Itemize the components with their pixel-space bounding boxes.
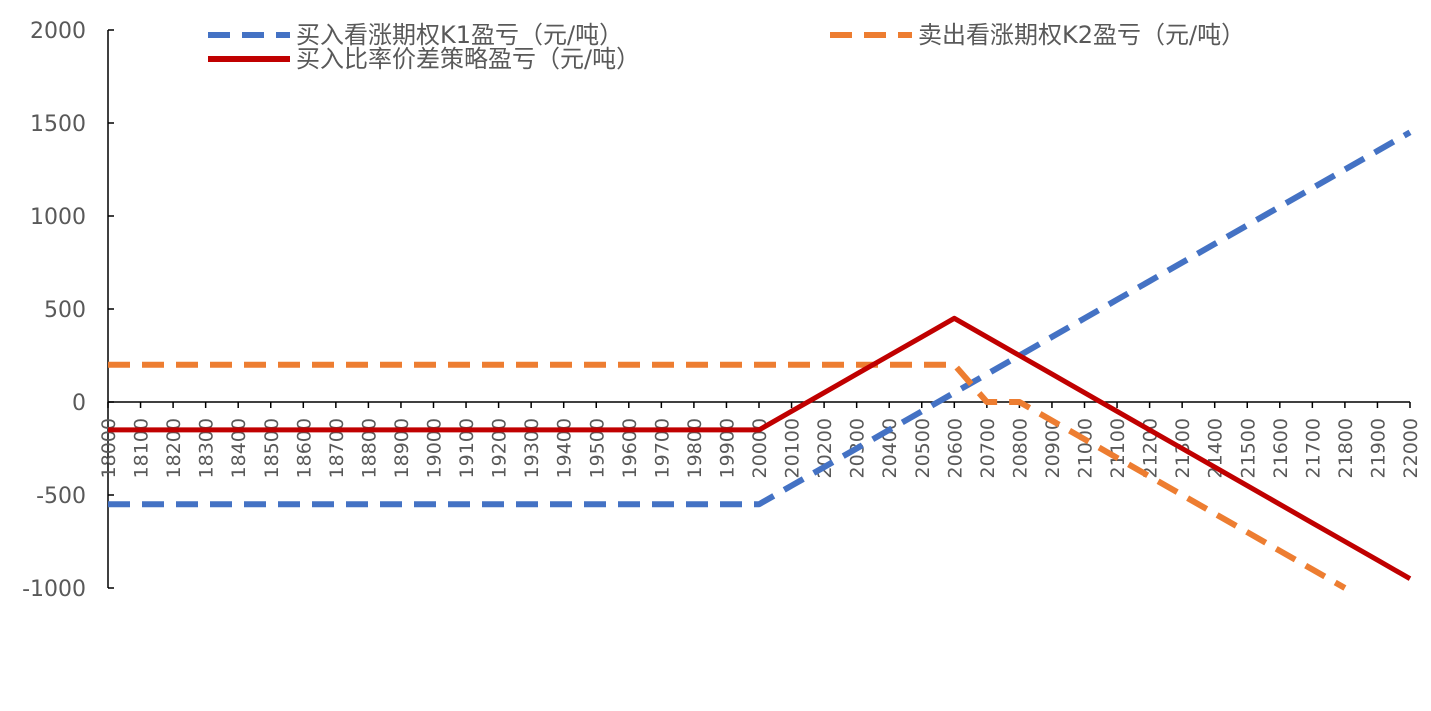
x-tick-label: 18700 [326,418,348,478]
x-tick-label: 18400 [228,418,250,478]
y-tick-label: -500 [36,484,86,509]
x-tick-label: 20500 [912,418,934,478]
x-tick-label: 21700 [1302,418,1324,478]
series-line-k2-short-call [108,361,1347,591]
x-tick-label: 19200 [489,418,511,478]
y-tick-label: 1000 [30,205,86,230]
legend-item-k1-long-call: 买入看涨期权K1盈亏（元/吨） [208,21,623,49]
x-tick-label: 21800 [1335,418,1357,478]
x-tick-label: 19600 [619,418,641,478]
y-tick-label: 2000 [30,19,86,44]
legend: 买入看涨期权K1盈亏（元/吨） 卖出看涨期权K2盈亏（元/吨） 买入比率价差策略… [208,21,1245,73]
x-tick-label: 19800 [684,418,706,478]
axes: -1000 -500 0 500 1000 1500 2000 18000 18100 18200… [22,19,1422,602]
x-tick-label: 19500 [586,418,608,478]
x-tick-label: 21600 [1270,418,1292,478]
x-tick-label: 18500 [261,418,283,478]
series-line-ratio-spread [108,315,1412,581]
x-tick-label: 20700 [977,418,999,478]
legend-label-ratio-spread: 买入比率价差策略盈亏（元/吨） [296,45,640,73]
x-tick-label: 19700 [651,418,673,478]
legend-item-ratio-spread: 买入比率价差策略盈亏（元/吨） [208,45,640,73]
x-tick-label: 18200 [163,418,185,478]
x-tick-label: 21500 [1237,418,1259,478]
x-tick-label: 20600 [944,418,966,478]
x-tick-label: 20800 [1009,418,1031,478]
legend-label-k1-long-call: 买入看涨期权K1盈亏（元/吨） [296,21,623,49]
series-line-k1-long-call [108,129,1412,508]
x-tick-label: 20900 [1042,418,1064,478]
x-tick-label: 19100 [456,418,478,478]
x-tick-label: 19000 [424,418,446,478]
y-tick-label: 1500 [30,112,86,137]
y-tick-label: 0 [72,391,86,416]
x-tick-label: 20100 [782,418,804,478]
x-tick-label: 21900 [1367,418,1389,478]
x-tick-label: 18900 [391,418,413,478]
x-tick-label: 18300 [196,418,218,478]
x-tick-label: 18100 [131,418,153,478]
y-tick-label: 500 [44,298,86,323]
x-tick-label: 19400 [554,418,576,478]
x-tick-label: 18600 [293,418,315,478]
x-tick-label: 19900 [716,418,738,478]
x-tick-label: 20000 [749,418,771,478]
x-tick-label: 18000 [98,418,120,478]
x-tick-label: 21000 [1075,418,1097,478]
x-tick-label: 19300 [521,418,543,478]
x-tick-label: 21100 [1107,418,1129,478]
legend-label-k2-short-call: 卖出看涨期权K2盈亏（元/吨） [918,21,1245,49]
legend-item-k2-short-call: 卖出看涨期权K2盈亏（元/吨） [830,21,1245,49]
x-tick-label: 22000 [1400,418,1422,478]
y-tick-label: -1000 [22,577,86,602]
series-layer [108,129,1412,591]
x-tick-label: 18800 [358,418,380,478]
